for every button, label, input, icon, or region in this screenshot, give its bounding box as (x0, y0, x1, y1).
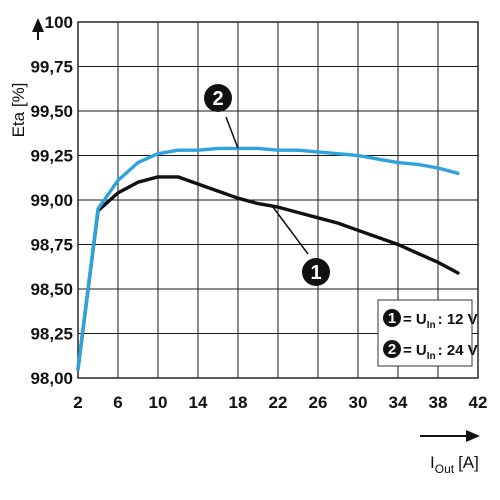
legend-1-suffix: : 12 V (438, 311, 478, 328)
x-axis-label-sub: Out (435, 462, 455, 476)
y-tick-label: 99,75 (30, 58, 73, 77)
legend-1-sub: In (427, 320, 436, 331)
legend-badge-2-label: 2 (388, 341, 396, 358)
x-tick-label: 6 (113, 393, 122, 412)
legend: 1 = UIn: 12 V 2 = UIn: 24 V (377, 299, 478, 367)
legend-2-prefix: = U (403, 342, 427, 359)
legend-2-sub: In (427, 351, 436, 362)
x-axis-arrow-icon (466, 430, 480, 442)
x-tick-label: 34 (389, 393, 408, 412)
y-axis-label-unit: [%] (9, 83, 28, 108)
legend-badge-1 (383, 309, 401, 327)
y-axis-label-main: Eta (9, 111, 28, 137)
legend-2-suffix: : 24 V (438, 342, 478, 359)
x-tick-label: 26 (309, 393, 328, 412)
y-tick-label: 98,75 (30, 236, 73, 255)
legend-badge-2 (383, 340, 401, 358)
legend-text-1: = UIn: 12 V (403, 311, 478, 331)
x-tick-label: 18 (229, 393, 248, 412)
y-tick-labels: 98,00 98,25 98,50 98,75 99,00 99,25 99,50 99,75… (30, 13, 73, 388)
x-axis-label-main: I (430, 453, 435, 472)
y-tick-label: 100 (45, 13, 73, 32)
x-tick-labels: 2 6 10 14 18 22 26 30 34 38 42 (73, 393, 487, 412)
callout-badge-1 (302, 258, 330, 286)
y-tick-label: 98,25 (30, 325, 73, 344)
legend-1-prefix: = U (403, 311, 427, 328)
legend-item-1: 1 = UIn: 12 V (383, 309, 478, 331)
callout-label-2: 2 (212, 88, 223, 110)
callout-layer: 21 (204, 84, 330, 286)
x-tick-label: 14 (189, 393, 208, 412)
callout-leader-1 (272, 206, 309, 255)
y-tick-label: 99,00 (30, 191, 73, 210)
x-tick-label: 22 (269, 393, 288, 412)
callout-label-1: 1 (310, 262, 321, 284)
x-tick-label: 42 (469, 393, 488, 412)
series-line-2 (76, 146, 460, 371)
y-tick-label: 99,25 (30, 147, 73, 166)
legend-badge-1-label: 1 (388, 310, 396, 327)
plot-frame (77, 21, 479, 379)
x-tick-label: 30 (349, 393, 368, 412)
legend-item-2: 2 = UIn: 24 V (383, 340, 478, 362)
y-tick-label: 98,00 (30, 369, 73, 388)
y-tick-label: 99,50 (30, 102, 73, 121)
x-tick-label: 38 (429, 393, 448, 412)
callout-badge-2 (204, 84, 232, 112)
y-axis-arrow-icon (32, 18, 44, 32)
x-axis-label-unit: [A] (458, 453, 479, 472)
series-line-1 (76, 175, 460, 371)
x-tick-label: 10 (149, 393, 168, 412)
x-axis-label: IOut [A] (430, 453, 479, 476)
legend-text-2: = UIn: 24 V (403, 342, 478, 362)
y-tick-label: 98,50 (30, 280, 73, 299)
y-axis-label: Eta [%] (9, 83, 28, 138)
series-layer (76, 146, 460, 371)
x-tick-label: 2 (73, 393, 82, 412)
callout-leader-2 (225, 116, 239, 149)
